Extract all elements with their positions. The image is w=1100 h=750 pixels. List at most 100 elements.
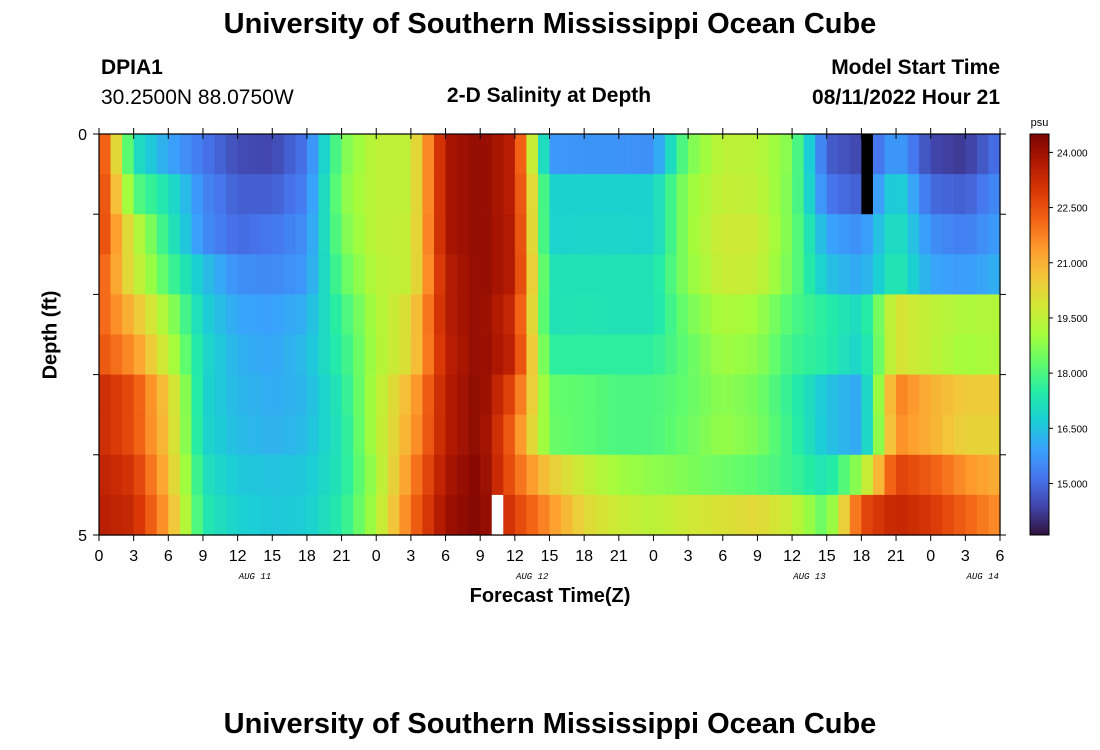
colorbar: psu 24.000 22.500 21.000 19.500 18.000 16.500 1… [1029,117,1088,536]
y-tick-label: 5 [78,528,87,545]
heatmap-cell [745,254,759,295]
heatmap-cell [480,454,493,496]
heatmap-cell [353,294,366,336]
heatmap-cell [179,374,193,416]
heatmap-cell [145,294,158,336]
heatmap-cell [896,254,909,295]
heatmap-cell [976,374,990,416]
heatmap-cell [953,214,966,255]
x-tick-label: 9 [476,548,485,565]
heatmap-cell [838,254,851,295]
heatmap-cell [618,374,631,416]
heatmap-cell [872,174,886,215]
heatmap-cell [734,334,747,376]
heatmap-cell [514,294,527,336]
heatmap-cell [988,494,1001,536]
heatmap-cell [561,254,574,295]
heatmap-cell [953,414,966,456]
heatmap-cells [99,134,1001,536]
heatmap-cell [214,494,227,536]
heatmap-cell [965,254,978,295]
heatmap-cell [122,414,135,456]
heatmap-cell [745,414,759,456]
heatmap-cell [387,174,400,215]
heatmap-cell [122,134,135,175]
heatmap-cell [676,494,689,536]
heatmap-cell [665,174,678,215]
missing-data-cell [491,494,504,535]
heatmap-cell [653,374,666,416]
heatmap-cell [376,334,389,376]
heatmap-cell [641,294,655,336]
heatmap-cell [237,294,250,336]
heatmap-cell [665,374,678,416]
heatmap-cell [907,334,920,376]
heatmap-cell [930,494,943,536]
heatmap-cell [861,374,874,416]
heatmap-cell [896,214,909,255]
heatmap-cell [953,334,966,376]
heatmap-cell [237,174,250,215]
heatmap-cell [226,374,239,416]
heatmap-cell [965,414,978,456]
heatmap-cell [792,414,805,456]
heatmap-cell [503,414,516,456]
heatmap-cell [514,134,527,175]
heatmap-cell [318,454,331,496]
heatmap-cell [491,174,504,215]
heatmap-cell [226,454,239,496]
heatmap-cell [457,374,470,416]
heatmap-cell [965,454,978,496]
heatmap-cell [699,494,712,536]
heatmap-cell [976,294,990,336]
heatmap-cell [133,254,146,295]
heatmap-cell [249,134,262,175]
heatmap-cell [838,414,851,456]
heatmap-cell [306,174,320,215]
heatmap-cell [595,374,608,416]
heatmap-cell [780,294,793,336]
heatmap-cell [803,134,816,175]
heatmap-cell [491,454,504,496]
colorbar-gradient [1029,133,1050,536]
heatmap-cell [514,174,527,215]
heatmap-cell [595,454,608,496]
heatmap-cell [607,334,620,376]
heatmap-cell [653,134,666,175]
x-tick-label: 21 [333,548,351,565]
heatmap-cell [711,374,724,416]
heatmap-cell [884,454,897,496]
heatmap-cell [942,254,955,295]
heatmap-cell [422,414,435,456]
heatmap-cell [514,494,527,536]
heatmap-cell [191,174,204,215]
heatmap-cell [965,174,978,215]
heatmap-cell [711,134,724,175]
heatmap-cell [653,454,666,496]
heatmap-cell [468,374,481,416]
heatmap-cell [549,294,562,336]
heatmap-cell [919,174,932,215]
heatmap-cell [537,414,551,456]
heatmap-cell [445,334,458,376]
heatmap-cell [618,254,631,295]
heatmap-cell [306,414,320,456]
heatmap-cell [768,214,782,255]
heatmap-cell [249,254,262,295]
heatmap-cell [168,174,181,215]
heatmap-cell [226,174,239,215]
heatmap-cell [976,414,990,456]
heatmap-cell [549,374,562,416]
heatmap-cell [907,134,920,175]
heatmap-cell [364,254,377,295]
heatmap-cell [306,134,320,175]
heatmap-cell [838,174,851,215]
heatmap-cell [387,374,400,416]
heatmap-cell [896,334,909,376]
heatmap-cell [179,414,193,456]
heatmap-cell [607,494,620,536]
heatmap-cell [872,334,886,376]
heatmap-cell [422,374,435,416]
heatmap-cell [757,494,770,536]
heatmap-cell [584,374,597,416]
